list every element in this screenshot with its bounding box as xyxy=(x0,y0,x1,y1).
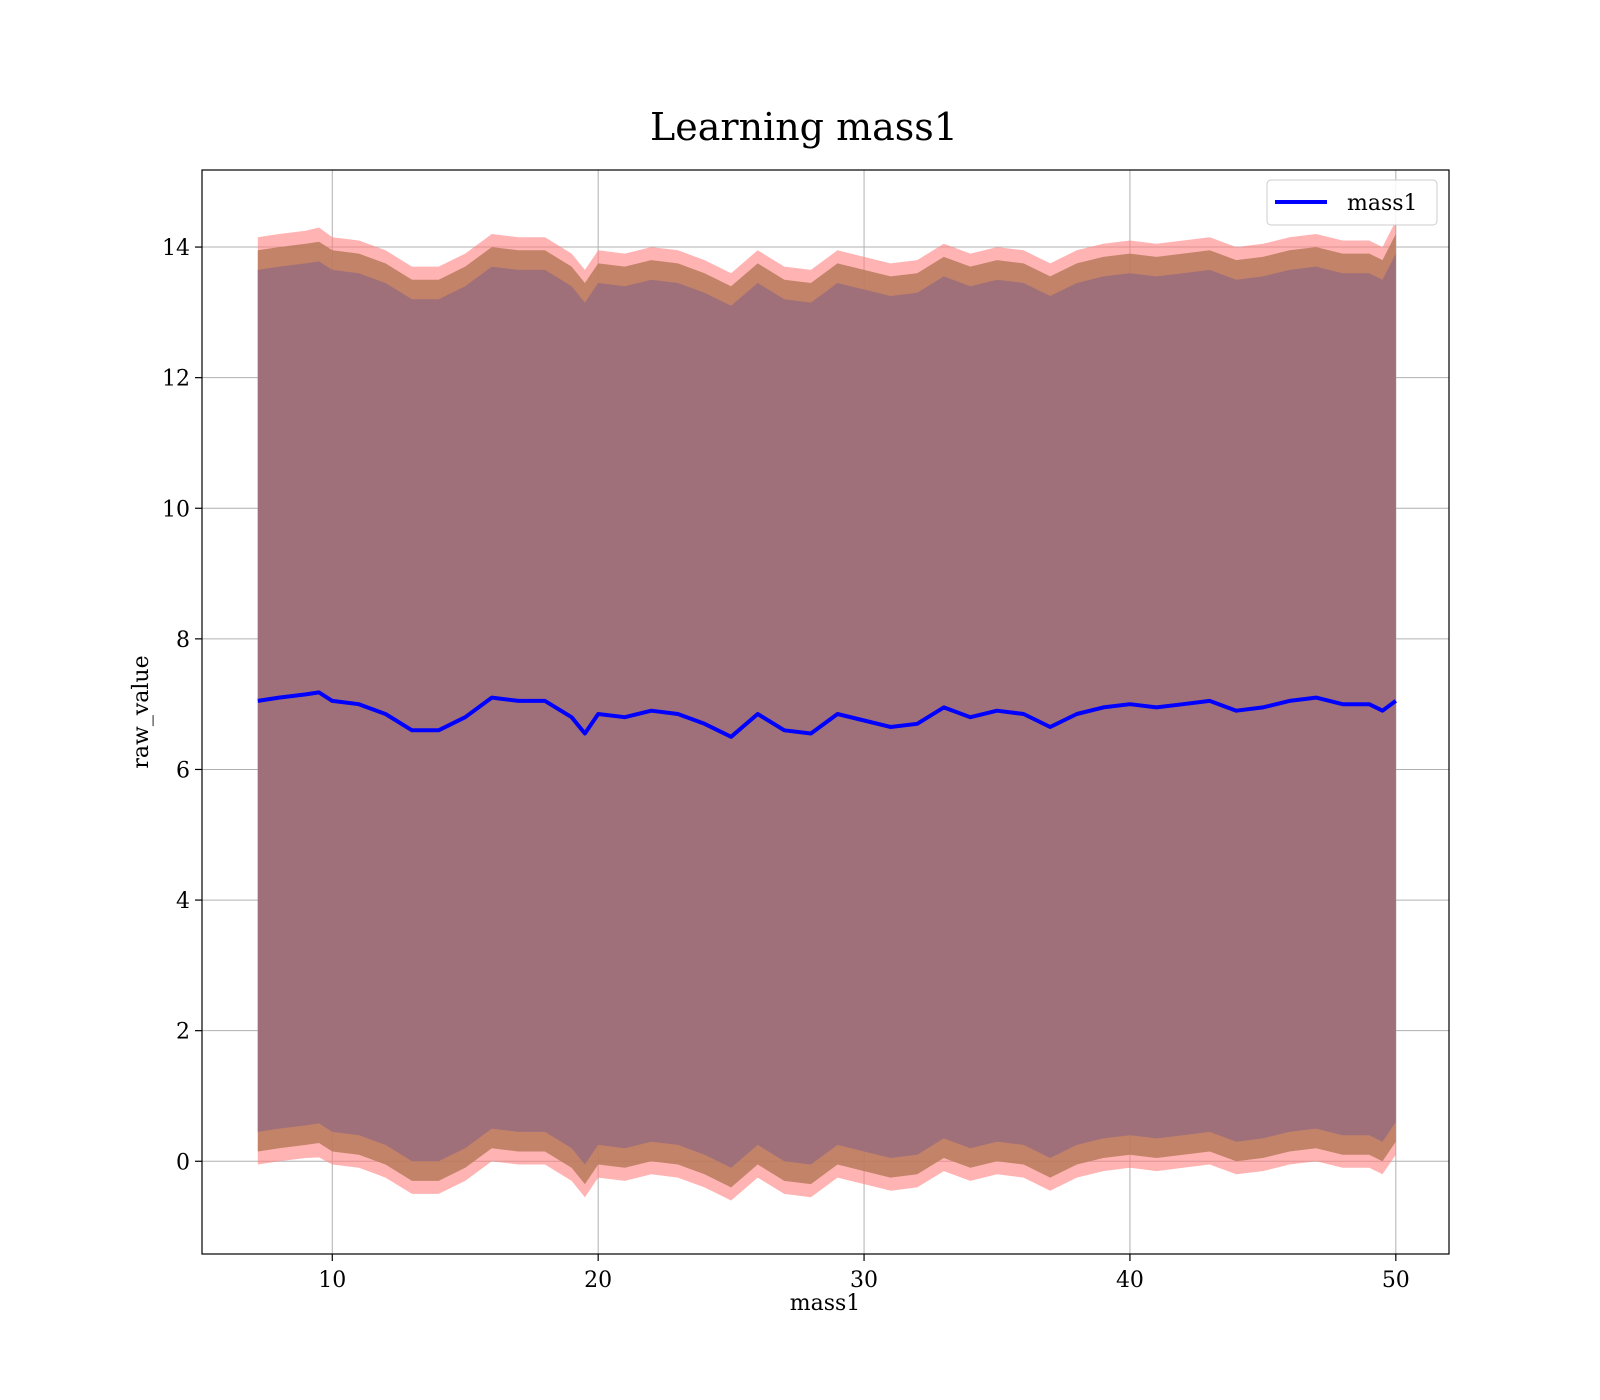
x-tick-label: 10 xyxy=(318,1268,346,1293)
y-tick-label: 0 xyxy=(176,1150,190,1175)
y-axis-ticks: 0 2 4 6 8 10 12 14 xyxy=(162,236,202,1175)
y-tick-label: 12 xyxy=(162,367,190,392)
x-tick-label: 40 xyxy=(1116,1268,1144,1293)
inner-band xyxy=(257,253,1396,1168)
legend: mass1 xyxy=(1266,179,1438,226)
x-tick-label: 30 xyxy=(850,1268,878,1293)
y-axis-label: raw_value xyxy=(129,655,154,768)
x-axis-ticks: 10 20 30 40 50 xyxy=(318,1254,1410,1293)
y-tick-label: 6 xyxy=(176,758,190,783)
x-tick-label: 20 xyxy=(584,1268,612,1293)
y-tick-label: 2 xyxy=(176,1020,190,1045)
series-line-mass1 xyxy=(257,690,1397,739)
x-axis-label: mass1 xyxy=(790,1291,861,1316)
y-tick-label: 8 xyxy=(176,628,190,653)
plot-frame xyxy=(201,169,1450,1255)
y-tick-label: 10 xyxy=(162,497,190,522)
series-lines xyxy=(257,690,1397,739)
uncertainty-bands xyxy=(257,220,1396,1201)
y-tick-label: 14 xyxy=(162,236,190,261)
y-tick-label: 4 xyxy=(176,889,190,914)
legend-box xyxy=(1266,179,1438,226)
x-tick-label: 50 xyxy=(1382,1268,1410,1293)
chart-title: Learning mass1 xyxy=(650,105,958,149)
legend-label-mass1: mass1 xyxy=(1347,191,1418,216)
